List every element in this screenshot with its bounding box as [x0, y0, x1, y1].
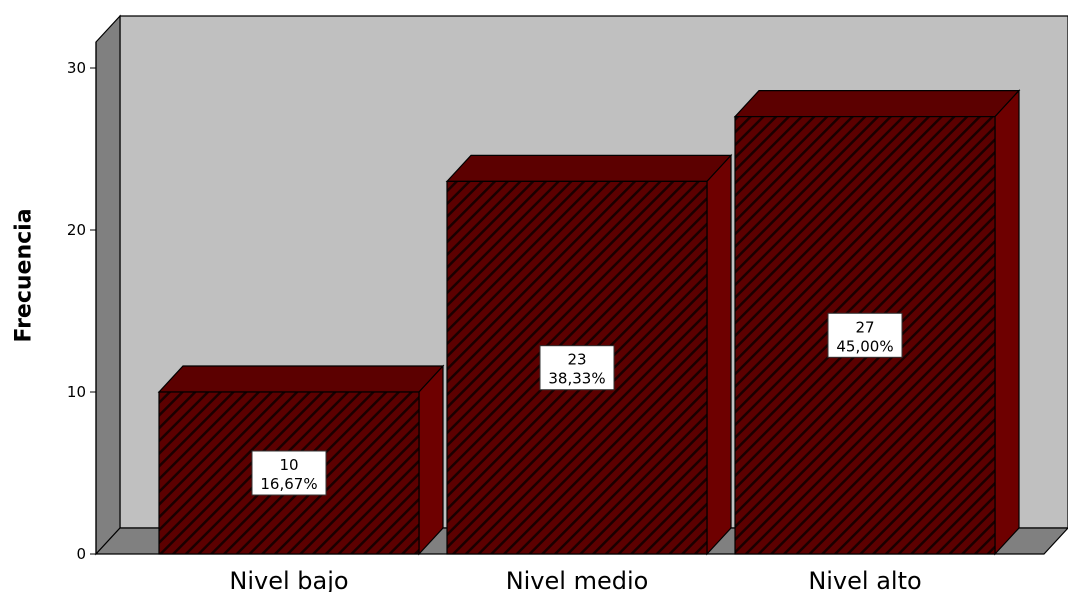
data-label-box: [539, 345, 615, 391]
side-wall: [95, 14, 121, 556]
x-tick-label: Nivel bajo: [229, 567, 348, 592]
data-label-percent: 16,67%: [260, 475, 317, 493]
data-label-percent: 38,33%: [548, 370, 605, 388]
y-tick-label: 0: [76, 545, 86, 563]
data-label-count: 27: [855, 318, 874, 336]
bar-side: [994, 89, 1020, 556]
bar-top: [157, 365, 445, 393]
x-tick-label: Nivel medio: [506, 567, 649, 592]
y-tick-label: 10: [67, 383, 86, 401]
x-axis: Nivel bajo Nivel medio Nivel alto: [229, 567, 921, 592]
data-label-box: [251, 450, 327, 496]
data-label-box: [827, 312, 903, 358]
data-label-percent: 45,00%: [836, 337, 893, 355]
x-tick-label: Nivel alto: [808, 567, 921, 592]
data-label-count: 23: [567, 351, 586, 369]
bar-side: [706, 153, 732, 556]
data-label-count: 10: [279, 456, 298, 474]
y-tick-label: 30: [67, 59, 86, 77]
bar-side: [418, 364, 444, 556]
y-tick-label: 20: [67, 221, 86, 239]
bar-top: [733, 89, 1021, 118]
y-axis-title: Frecuencia: [8, 160, 40, 390]
y-axis: 0 10 20 30: [67, 42, 97, 563]
bar-top: [445, 154, 733, 182]
y-axis-label: Frecuencia: [11, 207, 37, 343]
